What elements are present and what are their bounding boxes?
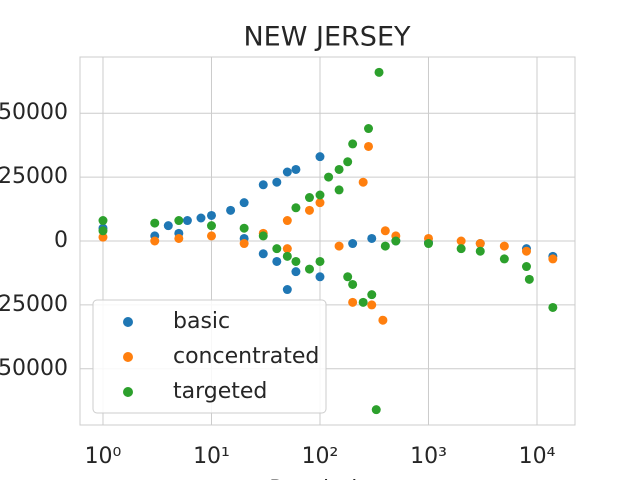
point xyxy=(206,221,216,231)
point xyxy=(272,256,282,266)
point xyxy=(374,67,384,77)
point xyxy=(282,285,292,295)
point xyxy=(423,239,433,249)
point xyxy=(291,164,301,174)
point xyxy=(348,239,358,249)
point xyxy=(456,244,466,254)
legend-marker xyxy=(123,352,133,362)
y-tick-label: −50000 xyxy=(0,356,68,381)
point xyxy=(272,177,282,187)
point xyxy=(163,221,173,231)
point xyxy=(367,290,377,300)
point xyxy=(206,231,216,241)
point xyxy=(499,254,509,264)
point xyxy=(334,164,344,174)
point xyxy=(343,157,353,167)
point xyxy=(304,205,314,215)
point xyxy=(315,190,325,200)
point xyxy=(174,233,184,243)
point xyxy=(380,226,390,236)
legend-marker xyxy=(123,387,133,397)
point xyxy=(367,233,377,243)
point xyxy=(391,236,401,246)
point xyxy=(258,231,268,241)
y-tick-label: 25000 xyxy=(0,164,68,189)
point xyxy=(548,254,558,264)
y-tick-label: 0 xyxy=(54,228,68,253)
point xyxy=(358,297,368,307)
point xyxy=(206,210,216,220)
point xyxy=(282,244,292,254)
point xyxy=(475,239,485,249)
plot-frame xyxy=(79,56,576,426)
legend-box xyxy=(92,299,327,414)
point xyxy=(358,177,368,187)
point xyxy=(272,244,282,254)
point xyxy=(196,213,206,223)
point xyxy=(174,216,184,226)
point xyxy=(282,251,292,261)
point xyxy=(324,172,334,182)
legend-marker xyxy=(123,317,133,327)
x-axis-label: Population xyxy=(269,477,385,480)
point xyxy=(499,241,509,251)
legend-label: targeted xyxy=(173,379,267,404)
point xyxy=(524,274,534,284)
point xyxy=(291,256,301,266)
x-tick-label: 10³ xyxy=(410,444,447,469)
point xyxy=(475,246,485,256)
point xyxy=(98,226,108,236)
point xyxy=(239,239,249,249)
point xyxy=(367,300,377,310)
x-tick-label: 10⁴ xyxy=(519,444,556,469)
point xyxy=(291,267,301,277)
legend-label: basic xyxy=(173,309,230,334)
point xyxy=(226,205,236,215)
point xyxy=(364,141,374,151)
chart-title: NEW JERSEY xyxy=(243,22,411,53)
y-tick-label: −25000 xyxy=(0,292,68,317)
point xyxy=(380,241,390,251)
point xyxy=(343,272,353,282)
point xyxy=(282,167,292,177)
point xyxy=(378,315,388,325)
point xyxy=(304,264,314,274)
point xyxy=(315,152,325,162)
point xyxy=(258,249,268,259)
point xyxy=(521,246,531,256)
point xyxy=(348,297,358,307)
point xyxy=(456,236,466,246)
x-tick-label: 10¹ xyxy=(193,444,230,469)
y-tick-label: 50000 xyxy=(0,100,68,125)
point xyxy=(304,193,314,203)
point xyxy=(315,272,325,282)
point xyxy=(258,180,268,190)
x-tick-label: 10² xyxy=(302,444,339,469)
point xyxy=(348,139,358,149)
point xyxy=(315,256,325,266)
point xyxy=(150,218,160,228)
point xyxy=(315,198,325,208)
point xyxy=(364,124,374,134)
point xyxy=(182,216,192,226)
point xyxy=(334,185,344,195)
point xyxy=(98,216,108,226)
legend-label: concentrated xyxy=(173,344,319,369)
point xyxy=(334,241,344,251)
point xyxy=(371,405,381,415)
point xyxy=(521,262,531,272)
legend: basic concentrated targeted xyxy=(92,299,327,414)
point xyxy=(548,302,558,312)
point xyxy=(239,223,249,233)
point xyxy=(239,198,249,208)
point xyxy=(98,232,108,242)
point xyxy=(282,216,292,226)
x-tick-label: 10⁰ xyxy=(85,444,122,469)
point xyxy=(291,203,301,213)
point xyxy=(348,279,358,289)
point xyxy=(150,236,160,246)
